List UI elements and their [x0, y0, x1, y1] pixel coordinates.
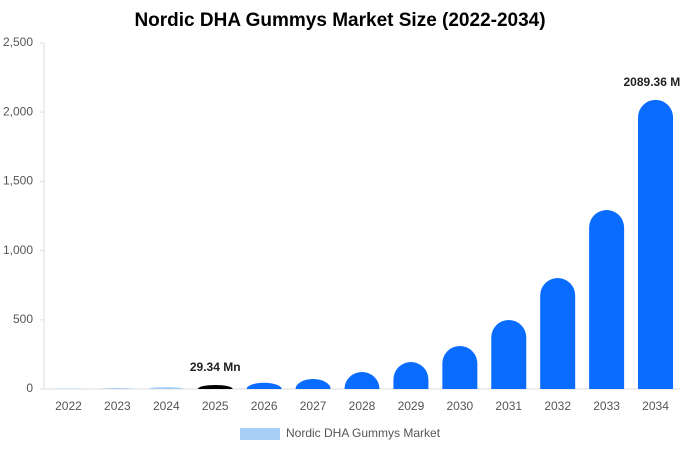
y-tick-label: 500	[13, 312, 33, 326]
bar	[491, 319, 527, 389]
bar	[442, 345, 478, 389]
y-tick-label: 1,500	[3, 174, 33, 188]
x-tick-label: 2027	[300, 399, 327, 413]
bar	[540, 278, 576, 389]
bar	[344, 371, 380, 389]
bar	[246, 382, 282, 389]
bar	[197, 384, 233, 389]
x-tick-label: 2024	[153, 399, 180, 413]
data-label: 2089.36 Mn	[624, 75, 680, 89]
x-tick-label: 2032	[544, 399, 571, 413]
x-tick-label: 2023	[104, 399, 131, 413]
y-tick-label: 2,000	[3, 104, 33, 118]
legend-swatch	[240, 428, 280, 440]
bar	[393, 362, 429, 389]
x-tick-label: 2031	[495, 399, 522, 413]
bar	[148, 387, 184, 389]
data-label: 29.34 Mn	[190, 360, 241, 374]
x-tick-label: 2025	[202, 399, 229, 413]
bar	[638, 99, 674, 389]
x-tick-label: 2034	[642, 399, 669, 413]
x-tick-label: 2030	[446, 399, 473, 413]
y-tick-label: 1,000	[3, 243, 33, 257]
bar	[589, 210, 625, 389]
x-tick-label: 2026	[251, 399, 278, 413]
bar	[99, 388, 135, 389]
x-tick-label: 2022	[55, 399, 82, 413]
x-tick-label: 2028	[349, 399, 376, 413]
y-tick-label: 2,500	[3, 35, 33, 49]
x-tick-label: 2033	[593, 399, 620, 413]
bar	[295, 379, 331, 389]
legend-label: Nordic DHA Gummys Market	[286, 426, 441, 440]
y-tick-label: 0	[26, 381, 33, 395]
chart-title: Nordic DHA Gummys Market Size (2022-2034…	[134, 10, 545, 31]
x-tick-label: 2029	[398, 399, 425, 413]
